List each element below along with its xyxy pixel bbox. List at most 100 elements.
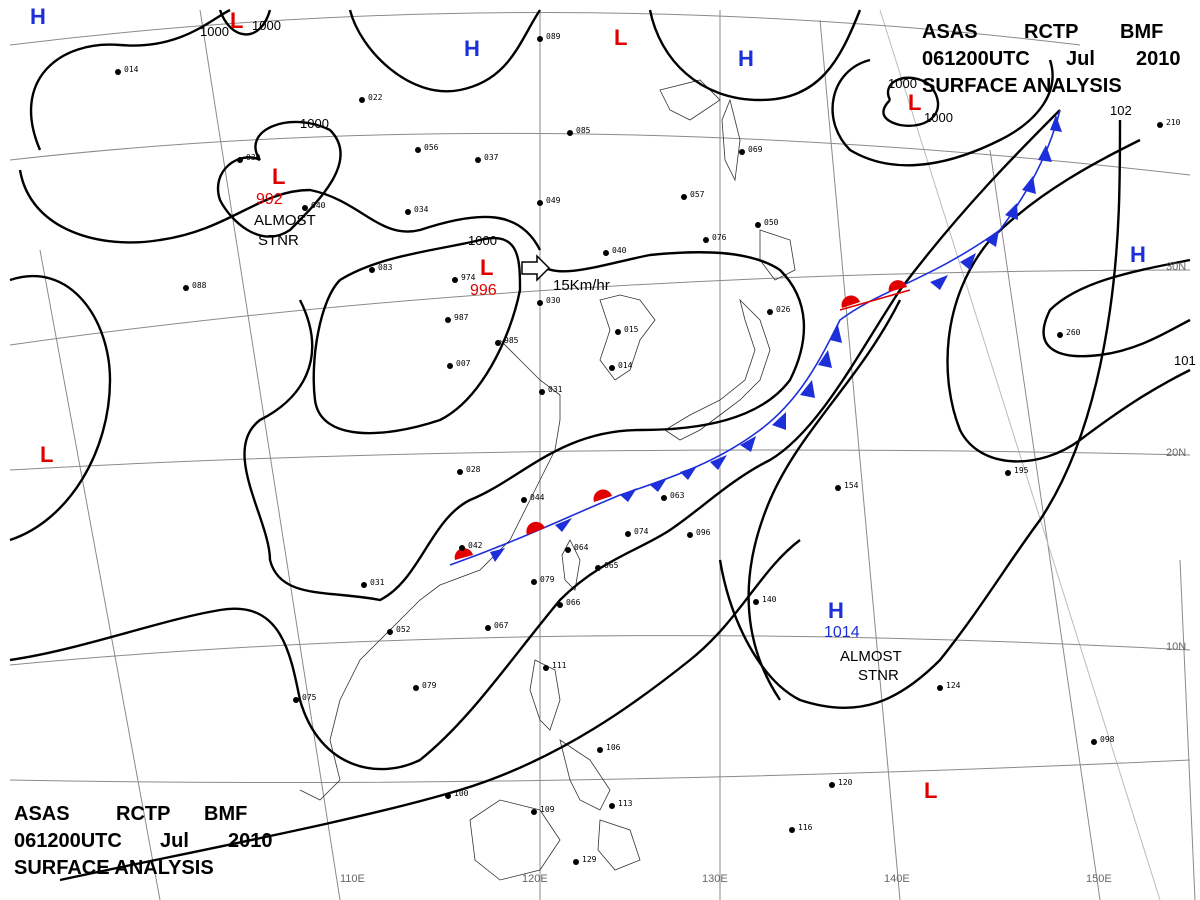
isobar-east-small bbox=[1042, 258, 1191, 358]
station-value: 064 bbox=[574, 543, 589, 552]
parallel-20n bbox=[9, 449, 1191, 471]
station-value: 031 bbox=[548, 385, 563, 394]
header-bottom-time: 061200UTC bbox=[14, 830, 122, 852]
meridian-150e bbox=[989, 149, 1101, 900]
isobars bbox=[9, 8, 1191, 882]
low-center-west: L bbox=[40, 442, 53, 467]
station-value: 067 bbox=[494, 621, 509, 630]
header-top-year: 2010 bbox=[1136, 48, 1181, 70]
station-value: 040 bbox=[311, 201, 326, 210]
lat-label-20n: 20N bbox=[1166, 447, 1186, 459]
header-bottom-year: 2010 bbox=[228, 830, 273, 852]
almost-stnr-2-line2: STNR bbox=[858, 667, 899, 684]
station-value: 049 bbox=[546, 196, 561, 205]
parallel-35n bbox=[9, 132, 1191, 176]
isobar-west-l bbox=[9, 274, 112, 542]
high-center-east: H bbox=[1130, 242, 1146, 267]
coast-mindanao bbox=[597, 819, 641, 871]
cold-front-pip bbox=[650, 478, 667, 492]
isobar-center bbox=[312, 237, 522, 435]
cold-front-pip bbox=[830, 325, 842, 343]
station-value: 074 bbox=[634, 527, 649, 536]
coast-china-east bbox=[379, 339, 561, 641]
meridian-140e bbox=[819, 19, 901, 900]
header-bottom-agency: ASAS bbox=[14, 803, 70, 825]
isobar-south-big bbox=[59, 539, 801, 882]
header-bottom-title: SURFACE ANALYSIS bbox=[14, 857, 214, 879]
station-value: 056 bbox=[424, 143, 439, 152]
header-bottom-station: RCTP bbox=[116, 803, 170, 825]
warm-front-bump bbox=[841, 295, 860, 308]
station-value: 037 bbox=[484, 153, 499, 162]
almost-stnr-1-line1: ALMOST bbox=[254, 212, 316, 229]
isobar-top-small bbox=[218, 9, 272, 36]
header-bottom: ASAS RCTP BMF 061200UTC Jul 2010 SURFACE… bbox=[14, 803, 273, 879]
station-value: 106 bbox=[606, 743, 621, 752]
station-value: 113 bbox=[618, 799, 633, 808]
station-value: 098 bbox=[1100, 735, 1115, 744]
station-value: 044 bbox=[530, 493, 545, 502]
coast-korea bbox=[599, 294, 656, 381]
low-center-992-value: 992 bbox=[256, 191, 283, 208]
isobar-label: 1000 bbox=[252, 18, 281, 33]
isobar-nw bbox=[29, 8, 231, 151]
station-value: 154 bbox=[844, 481, 859, 490]
cold-front-pip bbox=[555, 518, 572, 532]
lat-label-30n: 30N bbox=[1166, 261, 1186, 273]
station-value: 063 bbox=[670, 491, 685, 500]
isobar-ne-low-outer bbox=[831, 58, 1054, 167]
coast-sakhalin bbox=[721, 98, 741, 182]
isobar-label: 1000 bbox=[888, 76, 917, 91]
coast-taiwan bbox=[561, 539, 581, 591]
isobar-east-trough bbox=[718, 119, 1122, 709]
coast-okhotsk bbox=[659, 79, 721, 121]
station-plots: 014 030 040 083 974 987 007 985 030 015 … bbox=[115, 32, 1181, 865]
parallel-40n bbox=[9, 12, 1081, 46]
station-value: 052 bbox=[396, 625, 411, 634]
cold-front-pip bbox=[680, 466, 697, 480]
station-value: 069 bbox=[748, 145, 763, 154]
warm-front-bump bbox=[593, 489, 612, 502]
header-top-station: RCTP bbox=[1024, 21, 1078, 43]
warm-front-bump bbox=[888, 280, 907, 292]
pressure-centers: L 992 L 996 H 1014 L L L L L H H H H bbox=[30, 4, 1146, 803]
header-top-agency: ASAS bbox=[922, 21, 978, 43]
coast-japan bbox=[664, 298, 771, 441]
low-center-992: L bbox=[272, 164, 285, 189]
isobar-label: 102 bbox=[1110, 103, 1132, 118]
cold-front-pip bbox=[710, 455, 727, 470]
station-value: 210 bbox=[1166, 118, 1181, 127]
coast-philippines-south bbox=[559, 739, 611, 811]
cold-front-pip bbox=[1038, 145, 1052, 162]
cold-front-pip bbox=[620, 488, 637, 502]
station-value: 015 bbox=[624, 325, 639, 334]
station-value: 007 bbox=[456, 359, 471, 368]
station-value: 083 bbox=[378, 263, 393, 272]
cold-front-pip bbox=[740, 436, 756, 452]
meridian-100e bbox=[39, 249, 161, 900]
isobar-ne-low bbox=[882, 76, 940, 127]
almost-stnr-2-line1: ALMOST bbox=[840, 648, 902, 665]
lon-label-130e: 130E bbox=[702, 873, 728, 885]
almost-stnr-1-line2: STNR bbox=[258, 232, 299, 249]
cold-front-pip bbox=[800, 380, 815, 398]
cold-front-pip bbox=[930, 275, 948, 290]
isobar-label: 1000 bbox=[924, 110, 953, 125]
high-center-northeast: H bbox=[738, 46, 754, 71]
station-value: 014 bbox=[124, 65, 139, 74]
cold-front-pip bbox=[1022, 176, 1036, 194]
cold-front-pip bbox=[960, 253, 976, 270]
cold-front-pip bbox=[818, 350, 832, 368]
isobar-nw-outer bbox=[18, 169, 542, 251]
coast-borneo bbox=[469, 799, 561, 881]
station-value: 985 bbox=[504, 336, 519, 345]
header-top-code: BMF bbox=[1120, 21, 1163, 43]
low-center-996: L bbox=[480, 255, 493, 280]
lon-label-120e: 120E bbox=[522, 873, 548, 885]
isobar-northeast bbox=[648, 9, 862, 102]
station-value: 022 bbox=[368, 93, 383, 102]
annotations: ALMOST STNR ALMOST STNR 15Km/hr bbox=[254, 212, 902, 684]
station-value: 031 bbox=[370, 578, 385, 587]
parallel-30n bbox=[9, 269, 1191, 346]
